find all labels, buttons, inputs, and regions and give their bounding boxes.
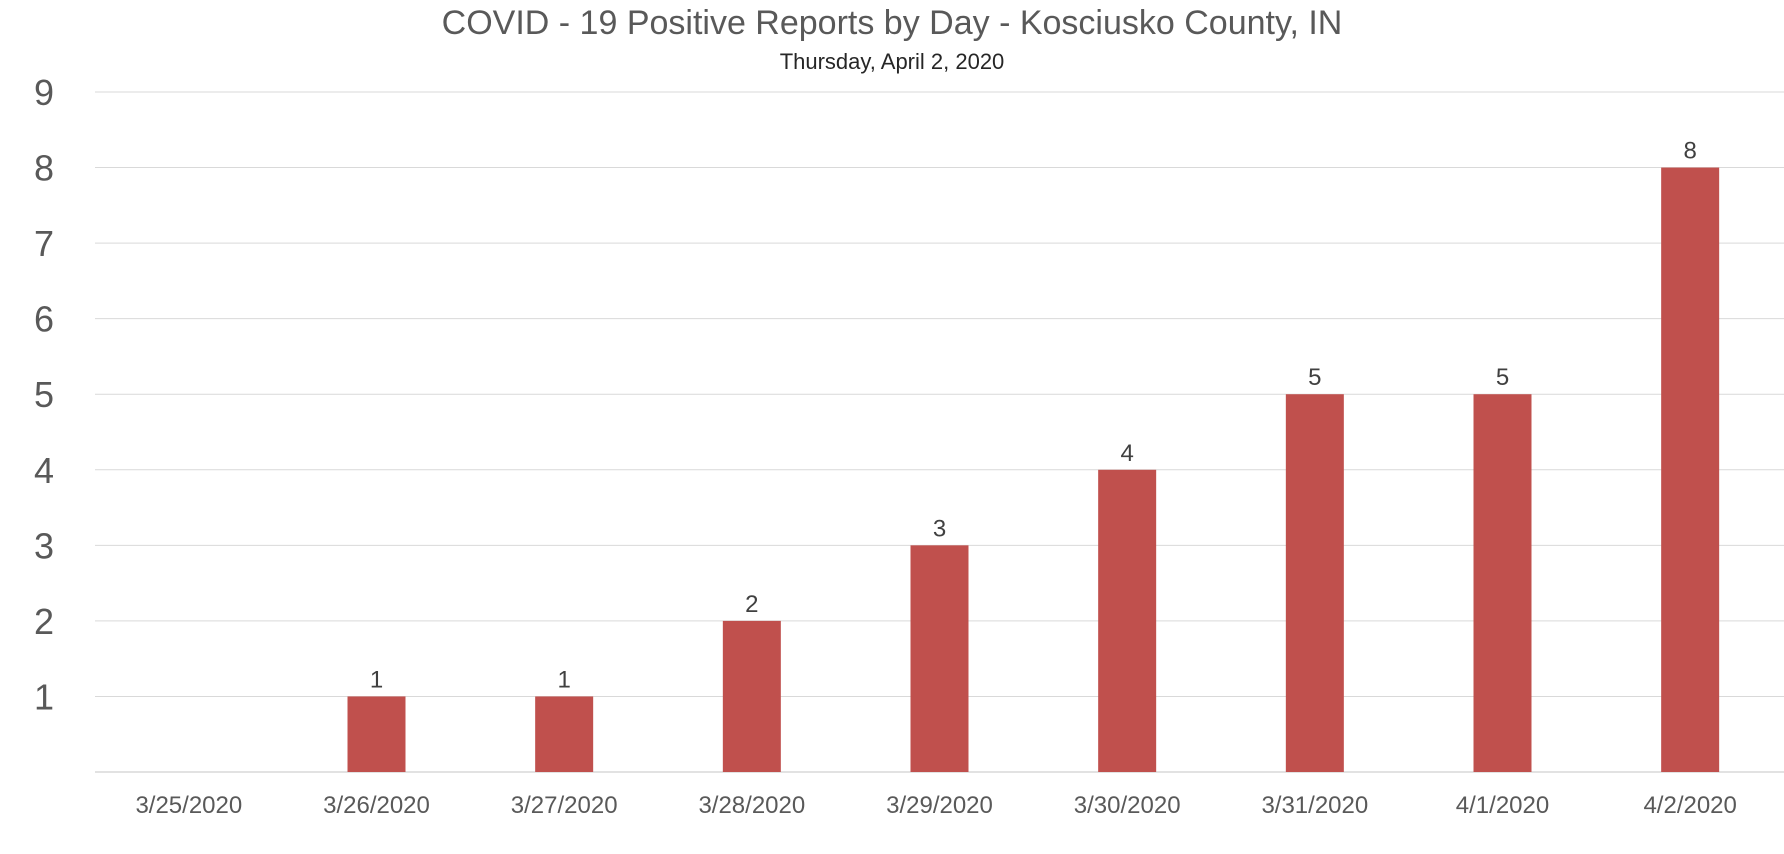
data-label: 5	[1308, 364, 1321, 391]
data-label: 2	[745, 591, 758, 618]
y-tick-label: 9	[34, 72, 54, 113]
bar-3/31/2020	[1285, 394, 1344, 772]
y-tick-label: 5	[34, 374, 54, 415]
data-label: 1	[557, 666, 570, 693]
bar-4/1/2020	[1473, 394, 1532, 772]
y-tick-label: 8	[34, 148, 54, 189]
x-tick-label: 4/2/2020	[1643, 792, 1736, 819]
x-tick-label: 3/30/2020	[1074, 792, 1181, 819]
y-tick-label: 4	[34, 450, 54, 491]
data-label: 4	[1120, 440, 1133, 467]
bar-3/28/2020	[722, 620, 781, 772]
data-label: 3	[933, 515, 946, 542]
x-tick-label: 3/25/2020	[135, 792, 242, 819]
x-tick-label: 3/28/2020	[698, 792, 805, 819]
chart-title: COVID - 19 Positive Reports by Day - Kos…	[441, 4, 1343, 42]
y-tick-label: 3	[34, 525, 54, 566]
x-tick-label: 3/26/2020	[323, 792, 430, 819]
x-tick-label: 3/31/2020	[1261, 792, 1368, 819]
data-label: 5	[1496, 364, 1509, 391]
chart-subtitle: Thursday, April 2, 2020	[779, 49, 1005, 74]
bar-4/2/2020	[1661, 167, 1720, 773]
x-tick-label: 4/1/2020	[1456, 792, 1549, 819]
data-label: 8	[1683, 138, 1696, 165]
data-label: 1	[370, 666, 383, 693]
bar-3/27/2020	[535, 696, 594, 772]
y-tick-label: 1	[34, 676, 54, 717]
y-tick-label: 7	[34, 223, 54, 264]
bar-3/29/2020	[910, 545, 969, 772]
bar-3/30/2020	[1098, 469, 1157, 772]
bar-3/26/2020	[347, 696, 406, 772]
y-tick-label: 2	[34, 601, 54, 642]
x-tick-label: 3/29/2020	[886, 792, 993, 819]
x-tick-label: 3/27/2020	[511, 792, 618, 819]
y-tick-label: 6	[34, 299, 54, 340]
